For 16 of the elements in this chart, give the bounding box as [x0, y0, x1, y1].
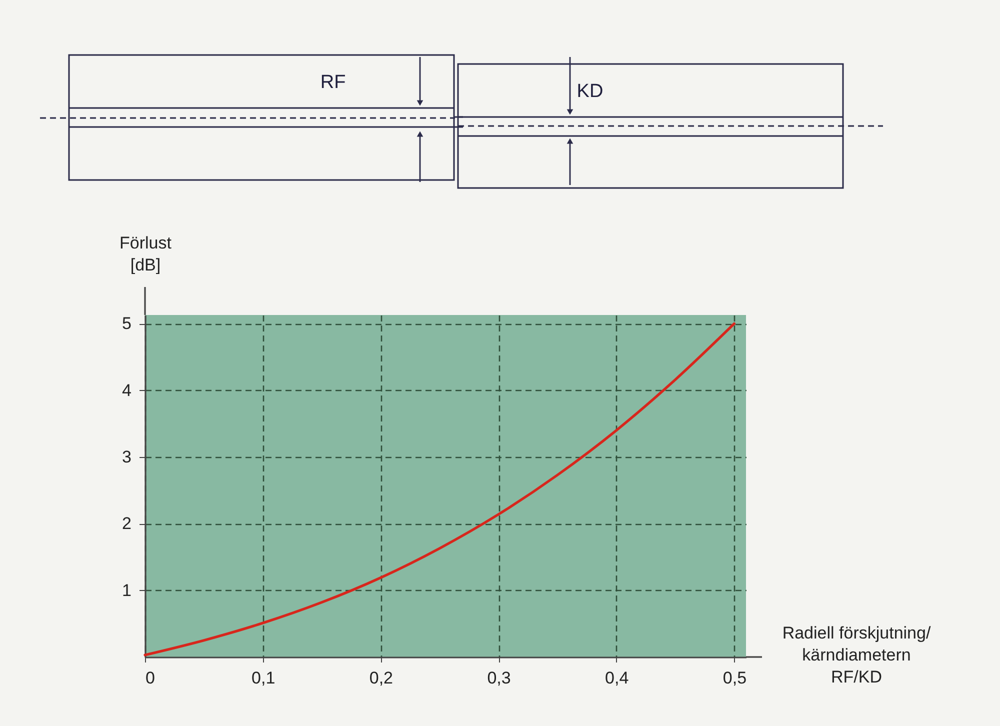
text: RF	[320, 72, 346, 93]
text: KD	[576, 81, 604, 102]
y-tick-label: 1	[122, 580, 132, 600]
x-tick-label: 0,5	[722, 668, 747, 688]
y-tick-label: 2	[122, 514, 132, 534]
x-tick-label: 0,3	[487, 668, 511, 688]
x-tick-label: 0,4	[605, 668, 629, 688]
x-tick-label: 0,2	[369, 668, 394, 688]
y-tick-label: 3	[122, 448, 132, 466]
y-tick-label: 4	[122, 380, 132, 400]
line-series	[144, 322, 736, 656]
y-tick-label: 5	[122, 314, 132, 334]
x-tick-label: 0	[146, 668, 155, 688]
x-tick-label: 0,1	[252, 668, 276, 688]
x-axis-title: Radiell förskjutning/ kärndiametern RF/KD	[782, 624, 931, 686]
y-axis-title: Förlust [dB]	[120, 234, 172, 274]
